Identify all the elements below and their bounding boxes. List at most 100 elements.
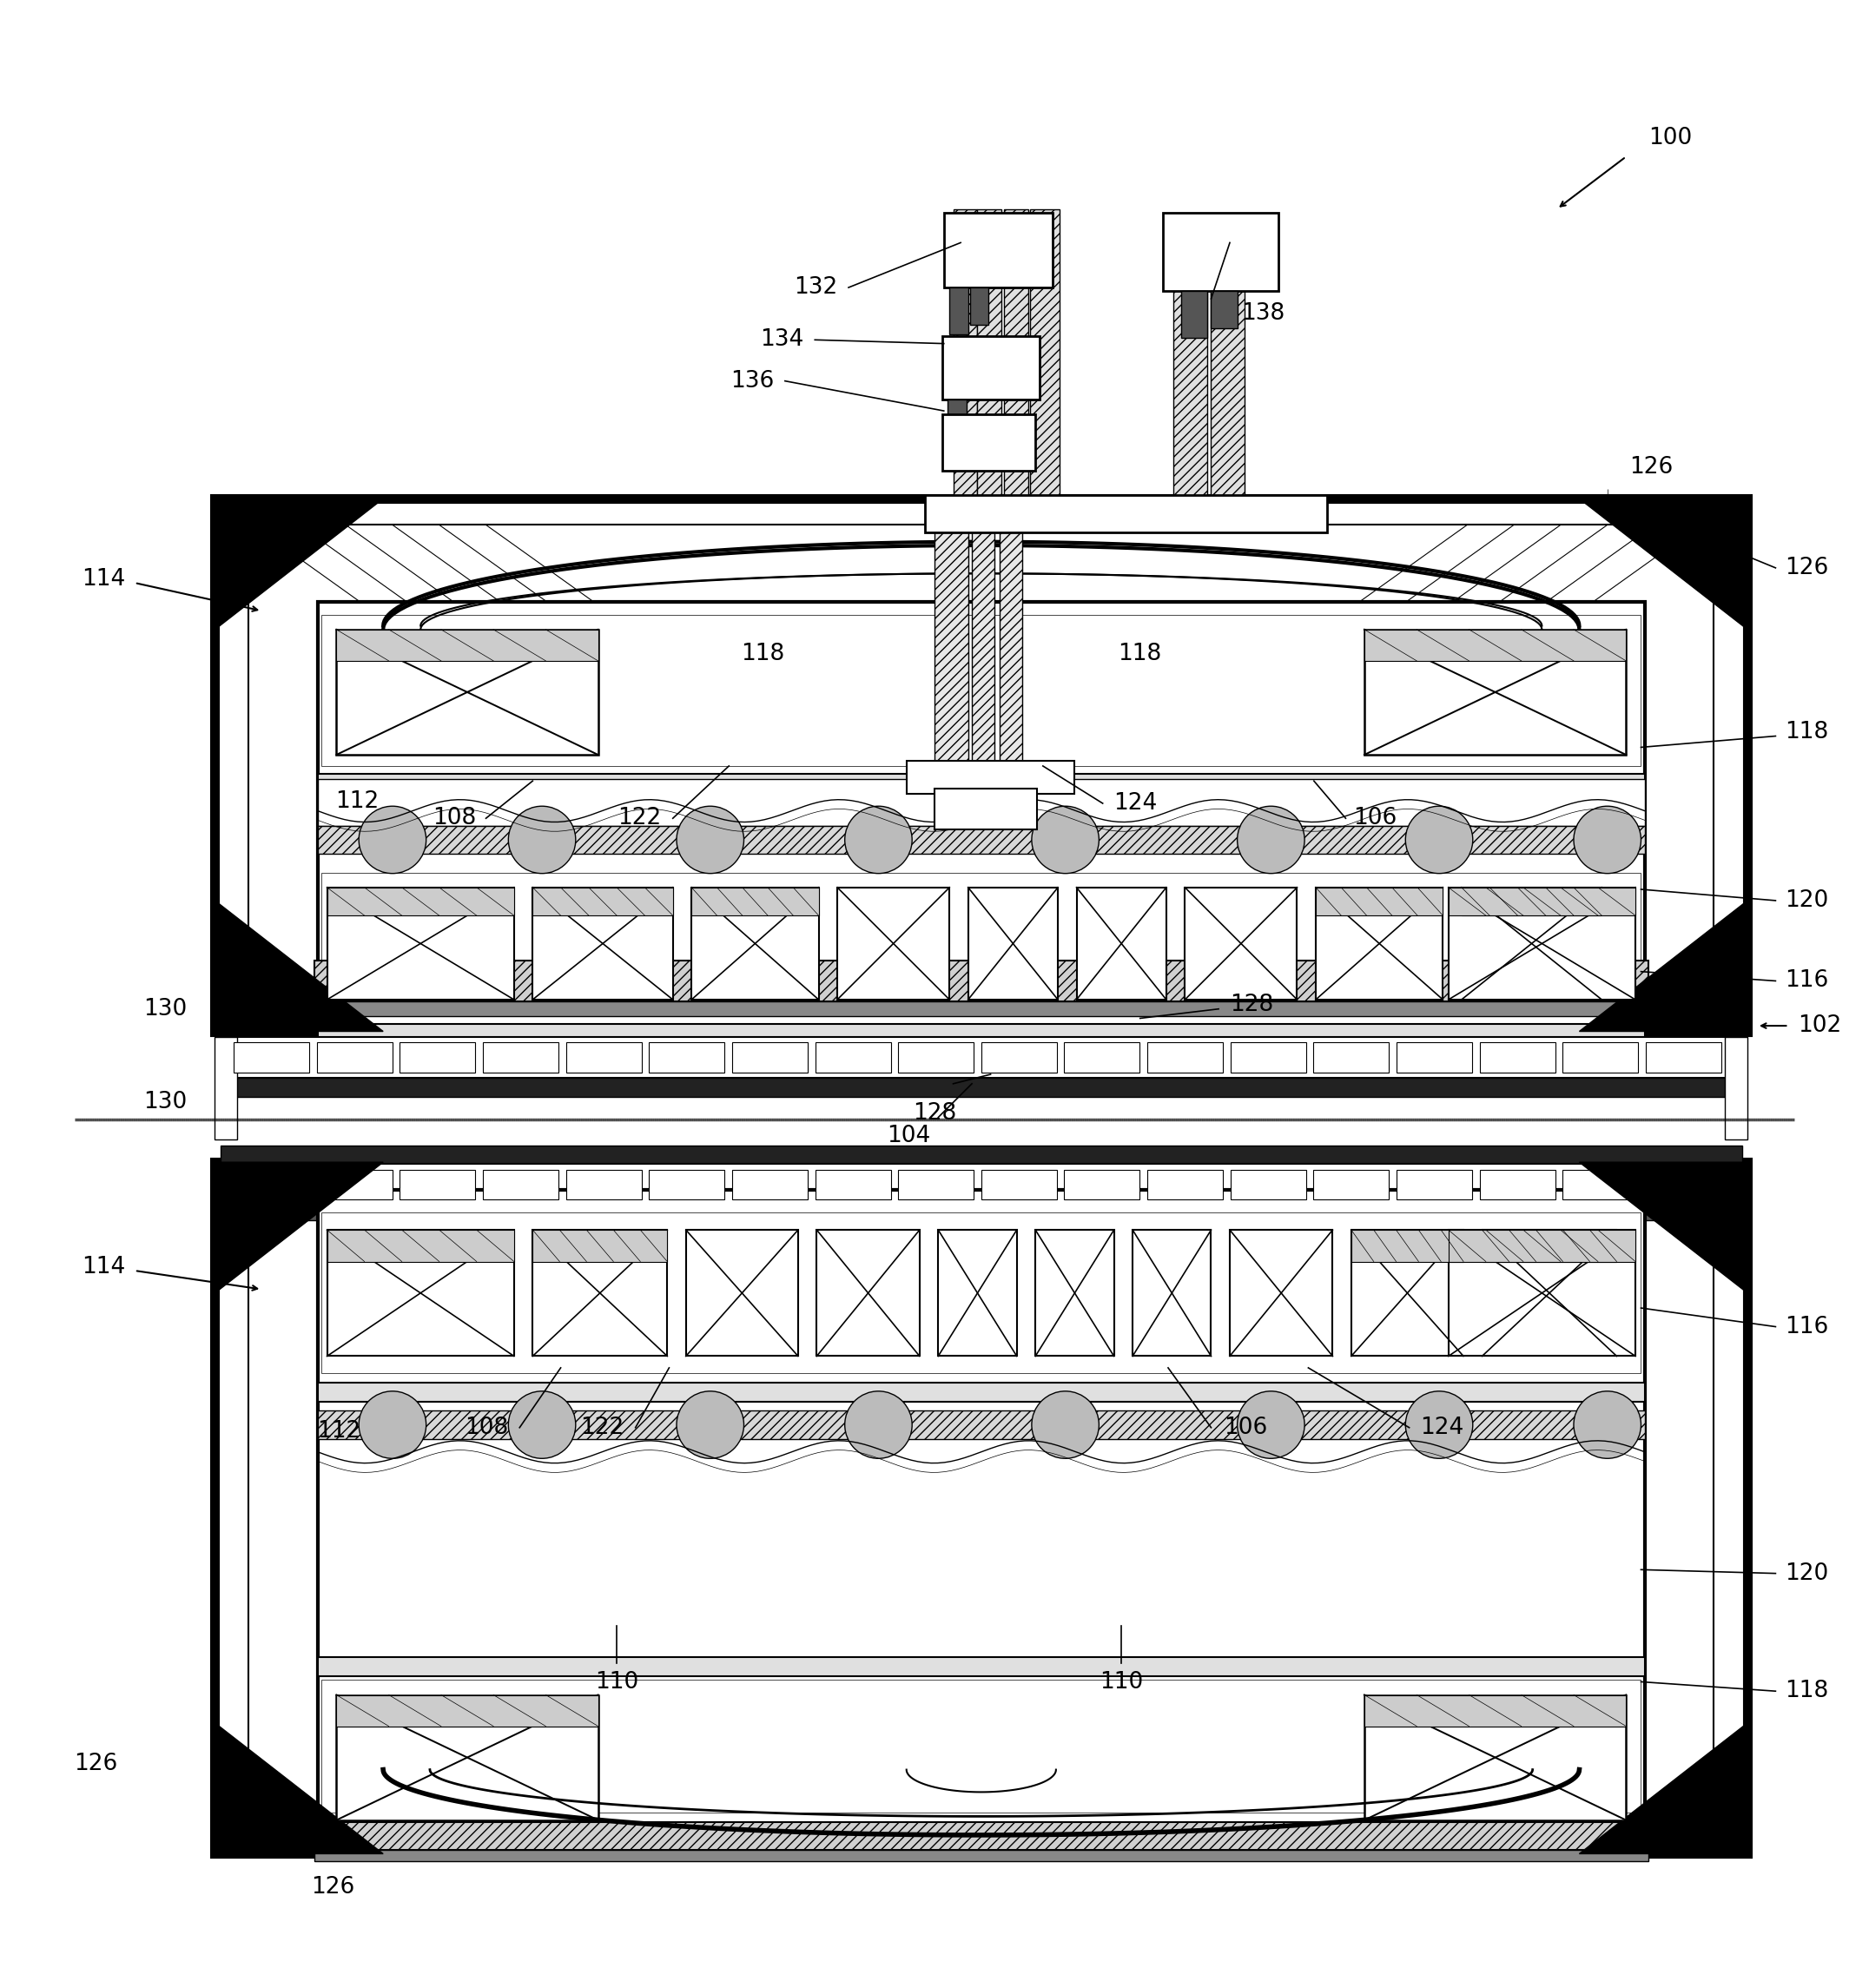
Point xyxy=(888,1736,918,1767)
Point xyxy=(1207,614,1237,646)
Point xyxy=(578,1258,607,1290)
Point xyxy=(1353,674,1383,706)
Point xyxy=(981,1280,1011,1312)
Point xyxy=(1187,950,1217,982)
Point xyxy=(1619,1241,1648,1272)
Point xyxy=(940,1698,970,1730)
Point xyxy=(946,1272,976,1304)
Point xyxy=(921,1789,951,1821)
Point xyxy=(548,883,578,914)
Point xyxy=(1587,861,1617,893)
Point xyxy=(1232,1314,1262,1346)
Point xyxy=(327,674,357,706)
Point xyxy=(1441,1296,1471,1328)
Point xyxy=(1280,1207,1310,1239)
Point xyxy=(316,1740,346,1771)
Point xyxy=(665,1775,695,1807)
Point xyxy=(1278,682,1308,714)
Point xyxy=(1314,604,1344,636)
Point xyxy=(325,1698,355,1730)
Point xyxy=(1168,600,1198,632)
Point xyxy=(1448,1771,1478,1803)
Point xyxy=(718,912,748,944)
Point xyxy=(1417,1346,1447,1378)
Point xyxy=(1080,899,1110,930)
Point xyxy=(708,642,738,674)
Point xyxy=(1284,1280,1314,1312)
Point xyxy=(353,630,383,662)
Point xyxy=(542,1781,572,1813)
Point xyxy=(1262,1334,1291,1366)
Point xyxy=(307,636,336,668)
Point xyxy=(873,1328,903,1360)
Point xyxy=(1034,1728,1063,1759)
Point xyxy=(677,638,706,670)
Point xyxy=(1258,712,1288,744)
Point xyxy=(366,1706,396,1738)
Text: 116: 116 xyxy=(1785,1316,1828,1338)
Point xyxy=(619,1229,649,1260)
Point xyxy=(469,954,499,986)
Point xyxy=(548,708,578,740)
Point xyxy=(895,990,925,1022)
Point xyxy=(1045,742,1075,773)
Point xyxy=(1624,1310,1654,1342)
Point xyxy=(1592,970,1622,1002)
Point xyxy=(860,736,890,767)
Point xyxy=(1312,606,1342,638)
Point xyxy=(428,911,458,942)
Bar xyxy=(1448,887,1635,916)
Point xyxy=(1577,1322,1607,1354)
Point xyxy=(1011,1686,1041,1718)
Point xyxy=(1185,1706,1215,1738)
Point xyxy=(310,1696,340,1728)
Point xyxy=(832,1736,862,1767)
Point xyxy=(867,1740,897,1771)
Point xyxy=(1318,928,1348,960)
Text: 126: 126 xyxy=(75,1753,118,1775)
Point xyxy=(467,1300,497,1332)
Point xyxy=(613,1298,643,1330)
Point xyxy=(542,871,572,903)
Text: 108: 108 xyxy=(434,807,477,829)
Point xyxy=(755,920,785,952)
Point xyxy=(680,688,710,720)
Point xyxy=(770,638,800,670)
Point xyxy=(987,686,1017,718)
Point xyxy=(486,962,516,994)
Point xyxy=(447,1726,477,1757)
Point xyxy=(1017,1781,1047,1813)
Bar xyxy=(692,887,819,1000)
Point xyxy=(449,1763,478,1795)
Point xyxy=(1116,960,1146,992)
Point xyxy=(727,1718,757,1749)
Point xyxy=(895,662,925,694)
Point xyxy=(1129,1211,1159,1242)
Point xyxy=(955,1708,985,1740)
Point xyxy=(867,636,897,668)
Point xyxy=(955,1757,985,1789)
Point xyxy=(890,656,920,688)
Point xyxy=(1413,732,1443,763)
Point xyxy=(1159,903,1189,934)
Point xyxy=(800,1730,830,1761)
Text: 126: 126 xyxy=(1630,455,1673,479)
Point xyxy=(1258,877,1288,909)
Point xyxy=(1028,960,1058,992)
Point xyxy=(901,942,931,974)
Point xyxy=(1596,984,1626,1016)
Point xyxy=(946,714,976,746)
Point xyxy=(1032,1767,1062,1799)
Point xyxy=(1185,706,1215,738)
Point xyxy=(914,1203,944,1235)
Point xyxy=(871,644,901,676)
Point xyxy=(1112,662,1142,694)
Point xyxy=(936,946,966,978)
Point xyxy=(357,944,387,976)
Point xyxy=(398,895,428,926)
Point xyxy=(600,702,630,734)
Point xyxy=(1177,718,1207,749)
Point xyxy=(1110,600,1140,632)
Point xyxy=(501,714,531,746)
Point xyxy=(359,932,389,964)
